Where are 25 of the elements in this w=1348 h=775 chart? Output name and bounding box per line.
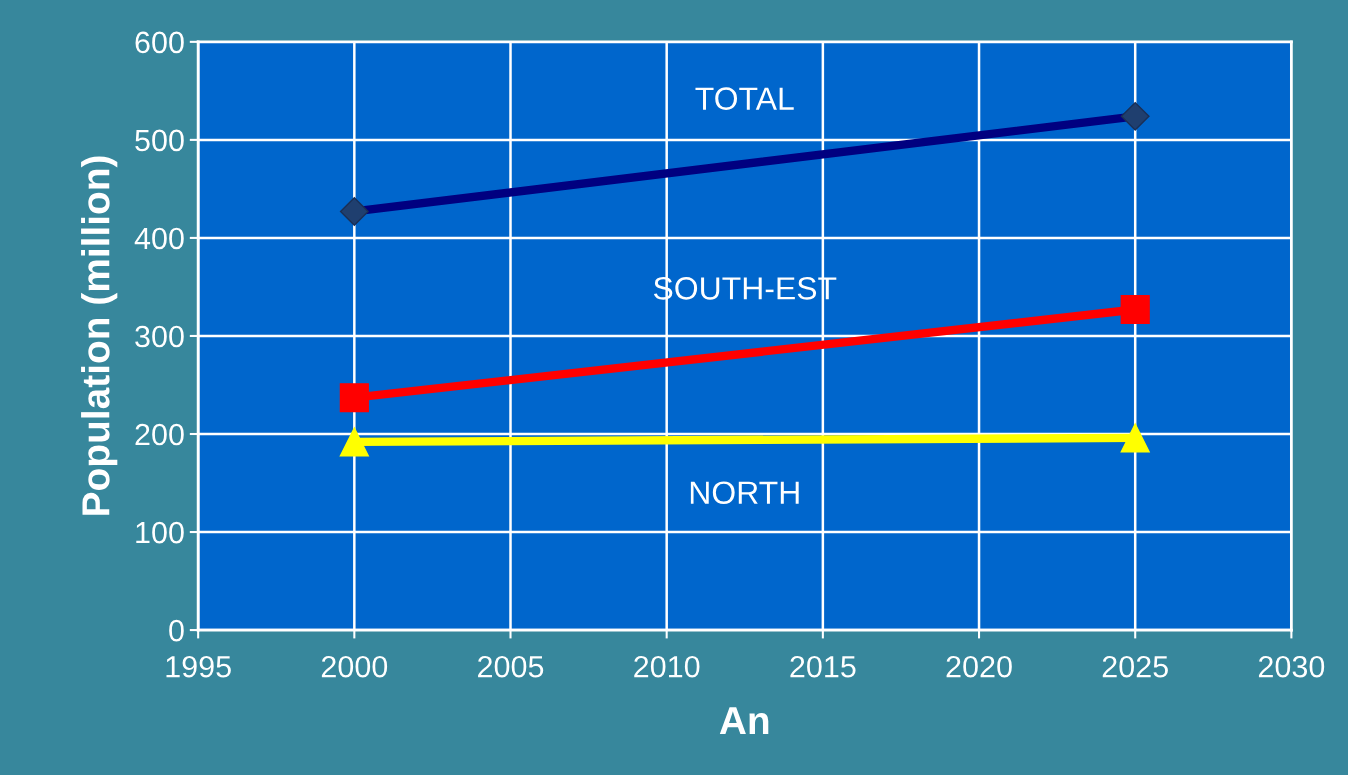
- series-label: NORTH: [690, 481, 799, 505]
- x-tick-label: 2000: [321, 655, 388, 678]
- y-tick-label: 300: [135, 325, 184, 348]
- x-tick-label: 1995: [166, 655, 231, 678]
- point: [1120, 423, 1150, 453]
- y-tick-label: 600: [135, 31, 184, 54]
- y-tick-label: 200: [135, 423, 184, 446]
- point: [339, 197, 369, 226]
- series-label: TOTAL: [695, 87, 794, 110]
- x-tick-label: 2015: [790, 655, 856, 678]
- y-tick-label: 100: [136, 521, 184, 544]
- y-tick-label: 0: [169, 619, 184, 642]
- x-tick-label: 2005: [478, 655, 544, 678]
- y-axis-title: Population (million): [81, 156, 118, 515]
- y-tick-label: 500: [135, 129, 184, 152]
- point: [1120, 101, 1150, 131]
- y-tick-label: 400: [134, 227, 184, 250]
- x-tick-label: 2030: [1258, 655, 1325, 678]
- x-axis-title: An: [719, 707, 769, 734]
- x-tick-label: 2010: [634, 655, 700, 678]
- point: [1120, 294, 1150, 325]
- point: [339, 427, 369, 457]
- x-tick-label: 2020: [946, 655, 1012, 678]
- x-tick-label: 2025: [1102, 655, 1168, 678]
- point: [339, 383, 369, 413]
